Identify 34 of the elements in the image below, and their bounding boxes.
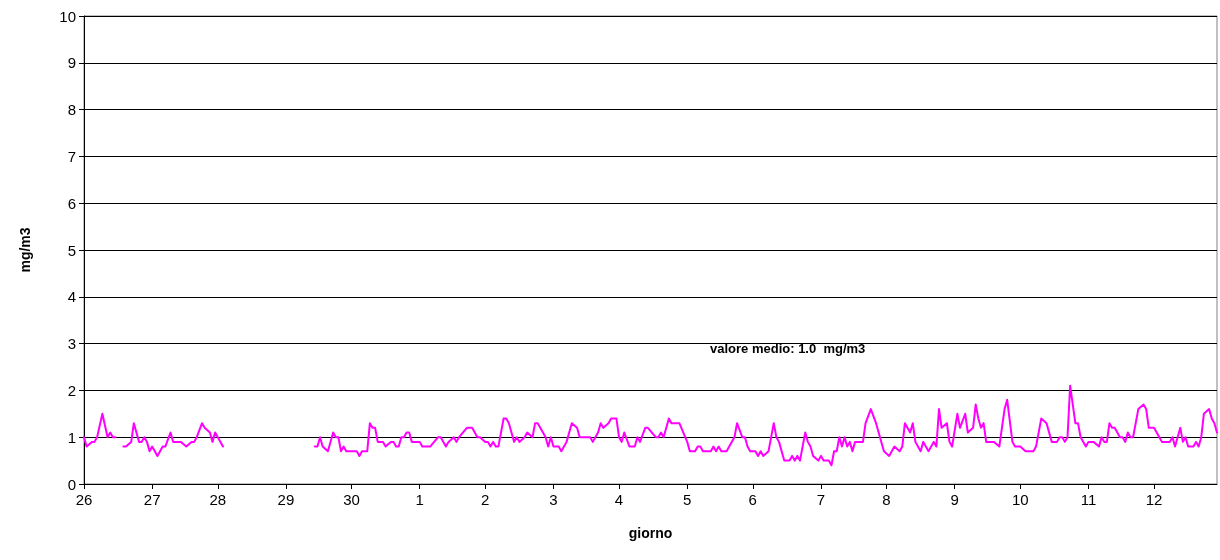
x-tick-label: 5 bbox=[683, 491, 692, 508]
x-tick-label: 26 bbox=[75, 491, 93, 508]
x-tick-label: 7 bbox=[816, 491, 826, 508]
x-tick-label: 2 bbox=[481, 491, 490, 508]
y-tick-label: 10 bbox=[59, 7, 76, 25]
x-tick-label: 4 bbox=[614, 491, 624, 508]
x-tick-label: 9 bbox=[950, 491, 959, 508]
y-tick-label: 2 bbox=[67, 381, 76, 399]
x-tick-label: 30 bbox=[343, 491, 360, 508]
y-tick-label: 9 bbox=[67, 54, 76, 72]
line-series bbox=[83, 412, 117, 448]
x-tick-label: 11 bbox=[1080, 491, 1097, 508]
line-series bbox=[122, 422, 224, 457]
x-tick-label: 29 bbox=[277, 491, 295, 508]
y-tick-label: 6 bbox=[67, 194, 76, 212]
x-tick-label: 3 bbox=[549, 491, 558, 508]
x-axis-title: giorno bbox=[628, 525, 673, 541]
x-tick-label: 6 bbox=[748, 491, 757, 508]
y-tick-label: 1 bbox=[67, 428, 76, 446]
y-tick-label: 5 bbox=[67, 241, 76, 259]
x-tick-label: 28 bbox=[209, 491, 227, 508]
annotation: valore medio: 1.0 mg/m3 bbox=[710, 341, 866, 356]
line-series bbox=[313, 384, 1218, 467]
y-axis-title: mg/m3 bbox=[17, 227, 33, 273]
y-tick-label: 4 bbox=[67, 288, 76, 306]
x-tick-label: 10 bbox=[1011, 491, 1029, 508]
y-tick-label: 8 bbox=[67, 101, 76, 119]
x-tick-label: 8 bbox=[882, 491, 891, 508]
y-tick-label: 7 bbox=[67, 147, 76, 165]
y-tick-label: 3 bbox=[67, 335, 76, 353]
y-tick-label: 0 bbox=[67, 475, 76, 493]
x-tick-label: 1 bbox=[415, 491, 424, 508]
x-tick-label: 27 bbox=[143, 491, 161, 508]
x-tick-label: 12 bbox=[1145, 491, 1163, 508]
